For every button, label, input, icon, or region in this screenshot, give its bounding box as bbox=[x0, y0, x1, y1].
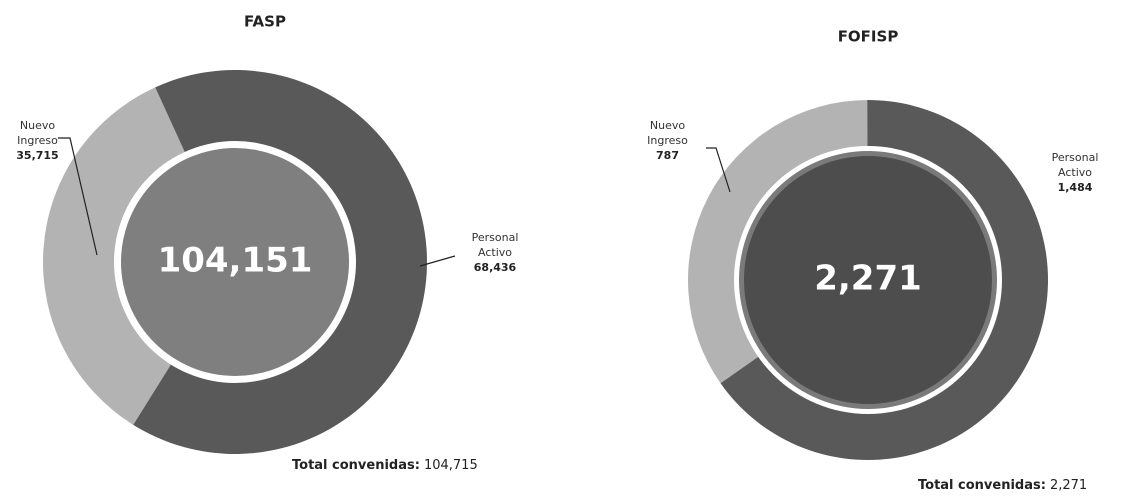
center-disc bbox=[744, 156, 992, 404]
category-label: Nuevo Ingreso bbox=[17, 119, 58, 147]
segment-label: Nuevo Ingreso 787 bbox=[640, 118, 695, 163]
chart-title: FOFISP bbox=[838, 28, 899, 46]
center-label: 2,271 bbox=[814, 259, 922, 299]
center-label: 104,151 bbox=[158, 241, 313, 281]
total-label: Total convenidas: bbox=[918, 478, 1046, 493]
segment-label: Personal Activo 1,484 bbox=[1042, 150, 1108, 195]
category-label: Personal Activo bbox=[1051, 151, 1099, 179]
segment-label: Personal Activo 68,436 bbox=[462, 230, 528, 275]
chart-title: FASP bbox=[244, 13, 286, 31]
total-value: 2,271 bbox=[1049, 478, 1088, 493]
category-label: Personal Activo bbox=[471, 231, 519, 259]
total-value: 104,715 bbox=[423, 458, 478, 473]
total: Total convenidas: 104,715 bbox=[292, 458, 478, 473]
value-label: 1,484 bbox=[1057, 181, 1093, 194]
total-label: Total convenidas: bbox=[292, 458, 420, 473]
center-disc bbox=[121, 148, 349, 376]
leader-line bbox=[419, 255, 456, 267]
leader-line bbox=[706, 147, 731, 193]
segment-label: Nuevo Ingreso 35,715 bbox=[10, 118, 65, 163]
leader-line bbox=[58, 137, 98, 256]
value-label: 787 bbox=[656, 149, 679, 162]
value-label: 68,436 bbox=[473, 261, 517, 274]
total: Total convenidas: 2,271 bbox=[918, 478, 1087, 493]
value-label: 35,715 bbox=[16, 149, 59, 162]
category-label: Nuevo Ingreso bbox=[647, 119, 688, 147]
